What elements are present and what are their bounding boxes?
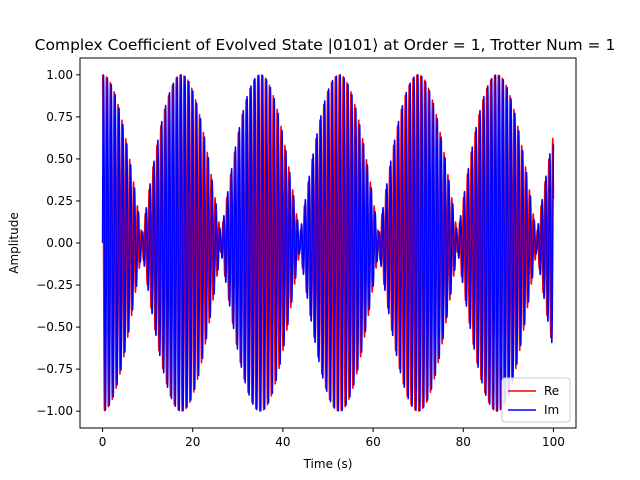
legend-label-im: Im [544, 403, 559, 417]
x-tick-label: 60 [365, 435, 380, 449]
legend: Re Im [501, 377, 571, 423]
chart-title: Complex Coefficient of Evolved State |01… [35, 36, 616, 54]
y-axis: −1.00 −0.75 −0.50 −0.25 0.00 0.25 0.50 0.75 1.00 [36, 68, 80, 418]
y-tick-label: −0.25 [36, 278, 73, 292]
x-tick-label: 100 [542, 435, 565, 449]
legend-frame [501, 377, 571, 423]
y-tick-label: 1.00 [46, 68, 73, 82]
y-tick-label: −0.75 [36, 362, 73, 376]
x-tick-label: 20 [185, 435, 200, 449]
y-tick-label: 0.00 [46, 236, 73, 250]
series-line-im [101, 74, 555, 412]
x-tick-label: 0 [99, 435, 107, 449]
x-tick-label: 40 [275, 435, 290, 449]
y-tick-label: −0.50 [36, 320, 73, 334]
x-axis-label: Time (s) [303, 457, 353, 471]
y-axis-label: Amplitude [7, 212, 21, 274]
series-group [101, 74, 555, 412]
y-tick-label: 0.50 [46, 152, 73, 166]
x-tick-label: 80 [456, 435, 471, 449]
x-axis: 0 20 40 60 80 100 [99, 428, 565, 449]
y-tick-label: 0.25 [46, 194, 73, 208]
legend-label-re: Re [544, 384, 559, 398]
y-tick-label: 0.75 [46, 110, 73, 124]
y-tick-label: −1.00 [36, 404, 73, 418]
